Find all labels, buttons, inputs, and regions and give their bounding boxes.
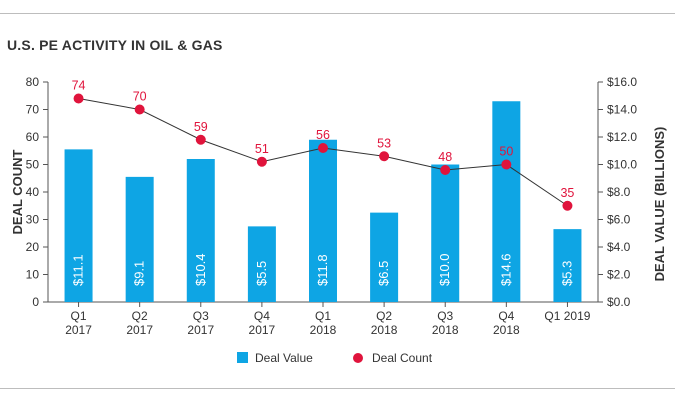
bar-data-label: $11.1	[71, 254, 86, 286]
right-tick-label: $10.0	[607, 158, 637, 172]
x-category-label: 2017	[187, 323, 214, 337]
x-category-label: 2018	[493, 323, 520, 337]
left-tick-label: 40	[26, 185, 40, 199]
left-tick-label: 60	[26, 130, 40, 144]
x-category-label: 2017	[126, 323, 153, 337]
bar-data-label: $14.6	[498, 253, 513, 286]
line-point	[440, 165, 451, 175]
left-tick-label: 0	[32, 295, 39, 309]
legend-label-deal-value: Deal Value	[255, 351, 313, 365]
right-tick-label: $2.0	[607, 268, 631, 282]
legend-label-deal-count: Deal Count	[372, 351, 433, 365]
line-data-label: 53	[377, 136, 391, 150]
line-point	[195, 134, 206, 145]
left-tick-label: 30	[26, 213, 40, 227]
left-tick-label: 50	[26, 158, 40, 172]
legend-marker-deal-count	[353, 353, 363, 363]
x-category-label: Q1	[315, 309, 331, 323]
bar	[553, 229, 582, 302]
line-data-label: 74	[72, 79, 86, 93]
x-category-label: Q2	[376, 309, 392, 323]
x-category-label: Q4	[254, 309, 270, 323]
axes: 0 10 20 30 40 50 60 70 80 $0.0 $2.0 $4.0 $6.0 $8.0 $10…	[10, 75, 667, 337]
x-category-label: Q1	[71, 309, 87, 323]
bar	[370, 212, 399, 302]
x-category-label: Q2	[132, 309, 148, 323]
line-point	[562, 200, 573, 211]
x-category-label: 2018	[432, 323, 459, 337]
line-point	[73, 93, 84, 104]
bar-series: $11.1 $9.1 $10.4 $5.5 $11.8 $6.5 $10.0 $14.6 $5.…	[64, 101, 582, 302]
legend: Deal Value Deal Count	[237, 351, 433, 365]
x-category-label: Q1 2019	[544, 309, 590, 323]
bar	[309, 139, 337, 302]
bar-data-label: $10.0	[437, 253, 452, 286]
line-point	[256, 156, 267, 167]
x-category-label: 2018	[371, 323, 398, 337]
x-category-label: Q3	[193, 309, 209, 323]
x-category-label: 2017	[65, 323, 92, 337]
left-tick-label: 20	[26, 240, 40, 254]
line-point	[318, 143, 328, 153]
legend-swatch-deal-value	[237, 352, 248, 363]
line-data-label: 56	[316, 128, 330, 142]
left-tick-label: 80	[26, 75, 40, 89]
bar-data-label: $5.3	[559, 261, 574, 286]
x-category-label: 2018	[310, 323, 337, 337]
right-tick-label: $4.0	[607, 240, 631, 254]
line-data-label: 35	[560, 186, 574, 200]
left-tick-label: 10	[26, 268, 40, 282]
bar	[247, 226, 276, 302]
line-point	[134, 104, 145, 115]
bar-data-label: $9.1	[132, 261, 147, 286]
top-divider	[0, 13, 675, 14]
line-data-label: 51	[255, 142, 269, 156]
bar-data-label: $11.8	[315, 254, 330, 286]
bottom-divider	[0, 388, 675, 389]
right-tick-label: $6.0	[607, 213, 631, 227]
right-tick-label: $8.0	[607, 185, 631, 199]
line-data-label: 59	[194, 120, 208, 134]
left-axis-title: DEAL COUNT	[10, 149, 25, 234]
right-tick-label: $0.0	[607, 295, 631, 309]
bar-data-label: $10.4	[193, 253, 208, 286]
line-point	[379, 151, 390, 162]
right-axis-title: DEAL VALUE (BILLIONS)	[652, 127, 667, 282]
bar	[64, 149, 93, 302]
bar	[125, 176, 154, 302]
x-category-label: Q3	[437, 309, 453, 323]
bar	[492, 101, 521, 302]
bar	[431, 164, 460, 302]
left-tick-label: 70	[26, 103, 40, 117]
right-tick-label: $16.0	[607, 75, 637, 89]
right-tick-label: $14.0	[607, 103, 637, 117]
line-data-label: 70	[133, 90, 147, 104]
line-data-label: 48	[438, 150, 452, 164]
line-data-label: 50	[499, 145, 513, 159]
line-point	[501, 159, 512, 170]
line-series: 74 70 59 51 56 53 48 50 35	[72, 79, 574, 211]
right-tick-label: $12.0	[607, 130, 637, 144]
bar-data-label: $6.5	[376, 261, 391, 286]
bar	[186, 159, 215, 302]
x-category-label: Q4	[498, 309, 514, 323]
bar-data-label: $5.5	[254, 261, 269, 286]
chart-title: U.S. PE ACTIVITY IN OIL & GAS	[7, 37, 223, 53]
x-category-label: 2017	[249, 323, 276, 337]
